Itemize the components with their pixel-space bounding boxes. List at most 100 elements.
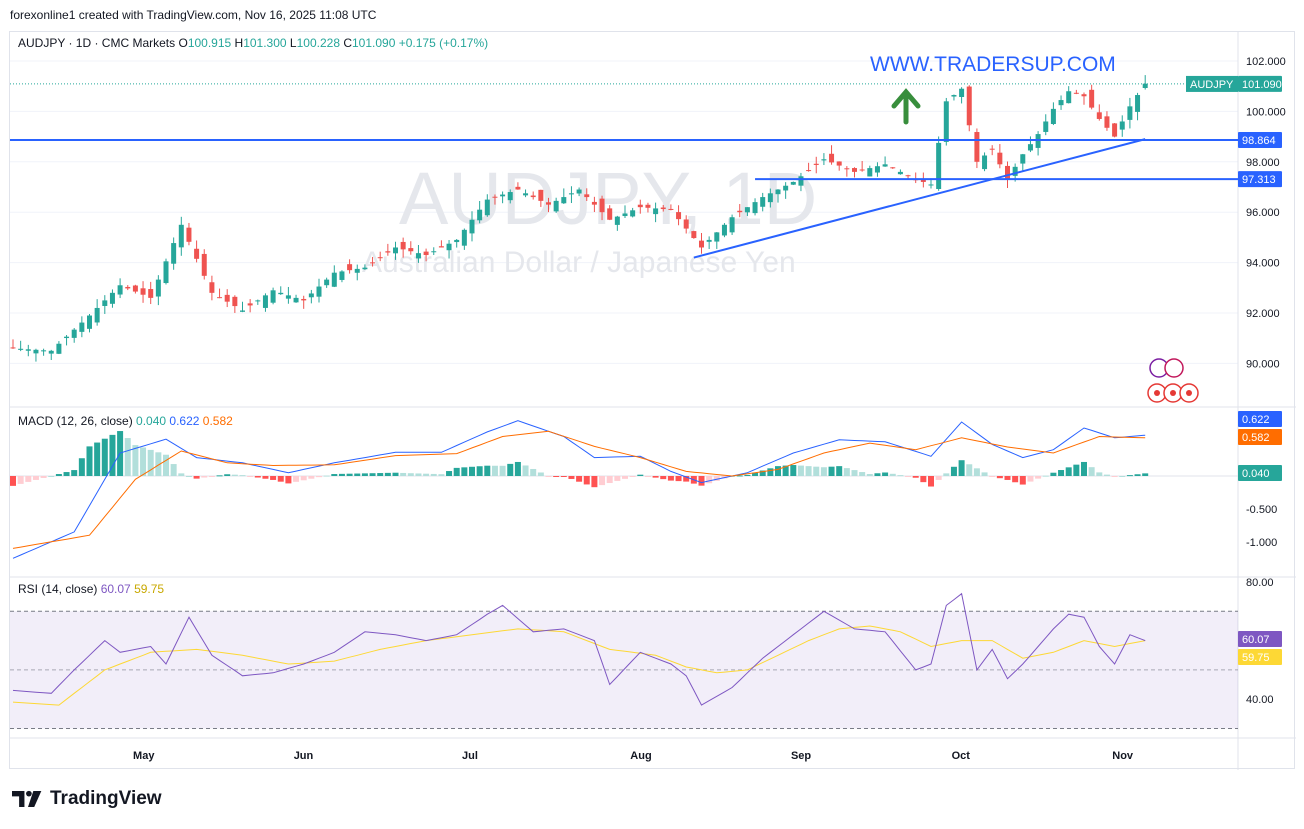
macd-histogram-bar — [1035, 476, 1042, 479]
chart-frame[interactable]: 102.000 100.000 98.000 96.000 94.000 92.000 90… — [9, 31, 1296, 770]
time-axis-label: May — [133, 750, 155, 762]
candle-body — [1119, 121, 1125, 130]
price-axis-tick: 102.000 — [1246, 56, 1286, 68]
macd-histogram-bar — [101, 438, 108, 476]
candle-body — [1081, 94, 1087, 97]
macd-histogram-bar — [1088, 467, 1095, 476]
time-axis-label: Sep — [791, 750, 811, 762]
macd-histogram-bar — [461, 467, 468, 476]
level-badge-98864 — [1238, 132, 1282, 149]
candle-body — [767, 193, 773, 203]
candle-body — [1066, 91, 1072, 104]
macd-histogram-bar — [193, 476, 200, 479]
candle-body — [446, 243, 452, 251]
macd-histogram-bar — [1103, 474, 1110, 476]
macd-histogram-bar — [224, 474, 231, 476]
candle-body — [729, 217, 735, 233]
candle-body — [806, 170, 812, 172]
macd-histogram-bar — [55, 474, 62, 476]
macd-histogram-bar — [905, 476, 912, 477]
macd-histogram-bar — [293, 476, 300, 482]
candle-body — [607, 208, 613, 220]
macd-histogram-bar — [78, 458, 85, 476]
candle-body — [232, 296, 238, 307]
macd-histogram-bar — [530, 468, 537, 476]
macd-histogram-bar — [897, 475, 904, 477]
candle-body — [821, 159, 827, 161]
candle-body — [836, 161, 842, 166]
watermark-symbol: AUDJPY, 1D — [399, 157, 817, 240]
candle-body — [278, 292, 284, 295]
time-axis-label: Oct — [952, 750, 971, 762]
price-axis-tick: 90.000 — [1246, 358, 1280, 370]
macd-histogram-bar — [545, 476, 552, 477]
candle-body — [1012, 166, 1018, 176]
chart-canvas[interactable]: 102.000 100.000 98.000 96.000 94.000 92.000 90… — [10, 32, 1296, 770]
macd-histogram-bar — [208, 476, 215, 477]
candle-body — [477, 209, 483, 221]
candle-body — [507, 192, 513, 201]
macd-histogram-bar — [491, 465, 498, 476]
macd-histogram-bar — [1126, 475, 1133, 477]
candle-body — [247, 303, 253, 306]
candle-body — [155, 279, 161, 297]
rsi-value-badge-text: 60.07 — [1242, 634, 1270, 646]
level-badge-97313-text: 97.313 — [1242, 174, 1276, 186]
up-arrow-icon — [891, 88, 921, 125]
macd-histogram-bar — [1142, 473, 1149, 476]
macd-histogram-bar — [17, 476, 24, 484]
last-price-badge — [1238, 75, 1282, 92]
macd-histogram-bar — [935, 476, 942, 480]
macd-histogram-bar — [132, 445, 139, 476]
macd-histogram-bar — [797, 465, 804, 476]
macd-histogram-bar — [109, 434, 116, 476]
candle-body — [538, 189, 544, 201]
candle-body — [546, 202, 551, 205]
candle-body — [1058, 100, 1064, 106]
candle-body — [905, 175, 911, 177]
macd-histogram-bar — [1042, 475, 1049, 477]
macd-histogram-bar — [94, 442, 101, 476]
candle-body — [186, 227, 192, 242]
tradingview-logo[interactable]: TradingView — [12, 788, 162, 810]
candle-body — [515, 186, 521, 190]
time-axis-label: Jul — [462, 750, 478, 762]
macd-histogram-bar — [889, 473, 896, 476]
level-badge-97313 — [1238, 171, 1282, 188]
candle-body — [125, 286, 131, 289]
candle-body — [10, 347, 16, 349]
candle-body — [171, 243, 177, 264]
candle-body — [41, 350, 47, 352]
candle-body — [959, 88, 965, 97]
candle-body — [209, 282, 215, 293]
candle-body — [637, 204, 643, 208]
candle-body — [79, 322, 85, 332]
macd-histogram-bar — [652, 476, 659, 478]
candle-body — [668, 208, 674, 210]
macd-histogram-bar — [361, 473, 368, 476]
candle-body — [385, 251, 391, 253]
candle-body — [178, 224, 184, 248]
macd-histogram-bar — [140, 447, 147, 476]
macd-axis-tick: -0.500 — [1246, 504, 1277, 516]
event-flag-icon — [1164, 358, 1184, 378]
candle-body — [997, 152, 1003, 165]
macd-value-badge — [1238, 411, 1282, 427]
macd-histogram-bar — [866, 474, 873, 476]
macd-histogram-bar — [178, 473, 185, 476]
macd-histogram-bar — [591, 476, 598, 488]
candle-body — [324, 279, 330, 286]
candle-body — [339, 271, 345, 280]
time-axis-label: Nov — [1112, 750, 1134, 762]
macd-histogram-bar — [514, 461, 521, 476]
macd-histogram-bar — [522, 465, 529, 476]
candle-body — [25, 349, 31, 351]
candle-body — [706, 239, 712, 242]
watermark-description: Australian Dollar / Japanese Yen — [362, 246, 796, 279]
candle-body — [408, 248, 414, 252]
price-axis-tick: 98.000 — [1246, 157, 1280, 169]
macd-histogram-bar — [63, 472, 70, 476]
candle-body — [492, 196, 498, 198]
candle-body — [676, 212, 682, 220]
macd-histogram-bar — [1004, 476, 1011, 480]
